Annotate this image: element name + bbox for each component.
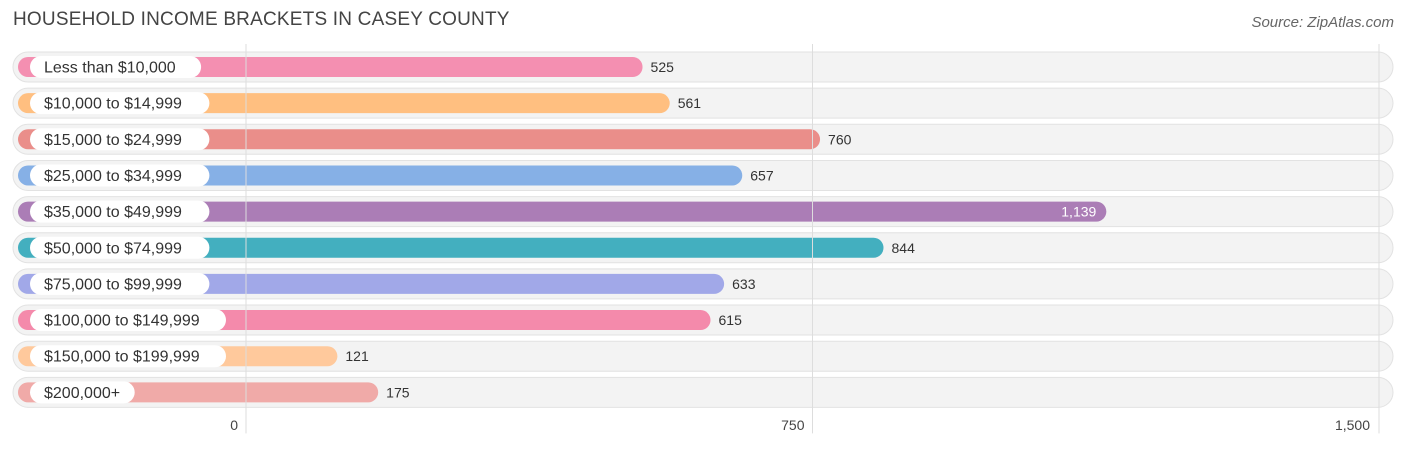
row-background <box>12 340 1394 372</box>
value-label: 760 <box>828 131 852 147</box>
tick-label: 750 <box>781 417 805 433</box>
value-label: 844 <box>892 240 916 256</box>
value-label: 633 <box>732 276 756 292</box>
tick-label: 0 <box>230 417 238 433</box>
bar <box>18 237 884 258</box>
category-label-pill <box>30 381 135 404</box>
chart-title: HOUSEHOLD INCOME BRACKETS IN CASEY COUNT… <box>13 9 510 30</box>
grid-layer <box>245 44 1380 434</box>
value-label: 121 <box>345 348 369 364</box>
tick-label: 1,500 <box>1335 417 1370 433</box>
bar <box>18 129 821 150</box>
value-label: 525 <box>651 59 675 75</box>
source-credit: Source: ZipAtlas.com <box>1251 14 1394 31</box>
value-label: 175 <box>386 384 410 400</box>
category-label: $100,000 to $149,999 <box>44 313 200 330</box>
category-label: $50,000 to $74,999 <box>44 240 182 257</box>
category-label: $10,000 to $14,999 <box>44 96 182 113</box>
category-label-pill <box>30 92 210 115</box>
axis-ticks: 0 750 1,500 <box>230 417 1370 433</box>
category-label-pill <box>30 272 210 295</box>
category-label-pill <box>30 164 210 187</box>
value-label: 561 <box>678 95 702 111</box>
value-label: 615 <box>719 312 743 328</box>
category-label: $25,000 to $34,999 <box>44 168 182 185</box>
value-label: 657 <box>750 167 774 183</box>
category-label: $200,000+ <box>44 385 120 402</box>
category-label: $150,000 to $199,999 <box>44 349 200 366</box>
category-label-pill <box>30 200 210 223</box>
category-label: $75,000 to $99,999 <box>44 276 182 293</box>
category-label-pill <box>30 236 210 259</box>
category-label: Less than $10,000 <box>44 60 176 77</box>
category-label: $15,000 to $24,999 <box>44 132 182 149</box>
rows-layer: Less than $10,000 525 $10,000 to $14,999 56… <box>12 51 1394 408</box>
category-label: $35,000 to $49,999 <box>44 204 182 221</box>
category-label-pill <box>30 128 210 151</box>
bar <box>18 201 1107 222</box>
value-label: 1,139 <box>1061 204 1096 220</box>
category-label-pill <box>30 56 202 78</box>
category-label-pill <box>30 345 226 368</box>
category-label-pill <box>30 309 226 332</box>
